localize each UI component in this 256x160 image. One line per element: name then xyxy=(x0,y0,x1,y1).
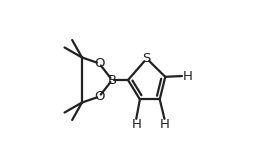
Text: H: H xyxy=(131,118,141,131)
Text: S: S xyxy=(143,52,151,65)
Text: O: O xyxy=(94,57,104,70)
Text: B: B xyxy=(108,73,117,87)
Text: O: O xyxy=(94,90,104,103)
Text: H: H xyxy=(183,70,193,83)
Text: H: H xyxy=(159,118,169,131)
